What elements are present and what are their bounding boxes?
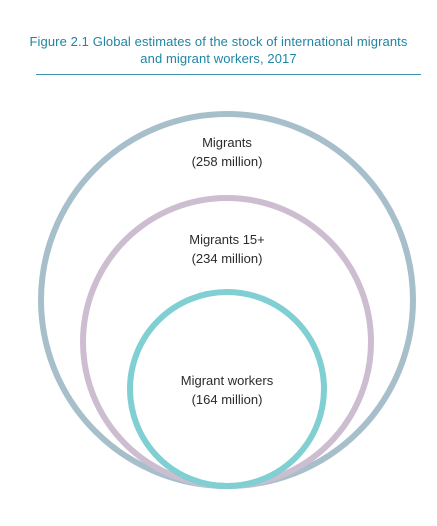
migrants-15plus-value: (234 million) (192, 251, 263, 266)
migrant-workers-circle (130, 292, 324, 486)
migrants-label: Migrants (202, 135, 252, 150)
migrants-15plus-label: Migrants 15+ (189, 232, 265, 247)
migrant-workers-value: (164 million) (192, 392, 263, 407)
migrants-value: (258 million) (192, 154, 263, 169)
migrant-workers-label: Migrant workers (181, 373, 274, 388)
migrants-circle (41, 114, 413, 486)
